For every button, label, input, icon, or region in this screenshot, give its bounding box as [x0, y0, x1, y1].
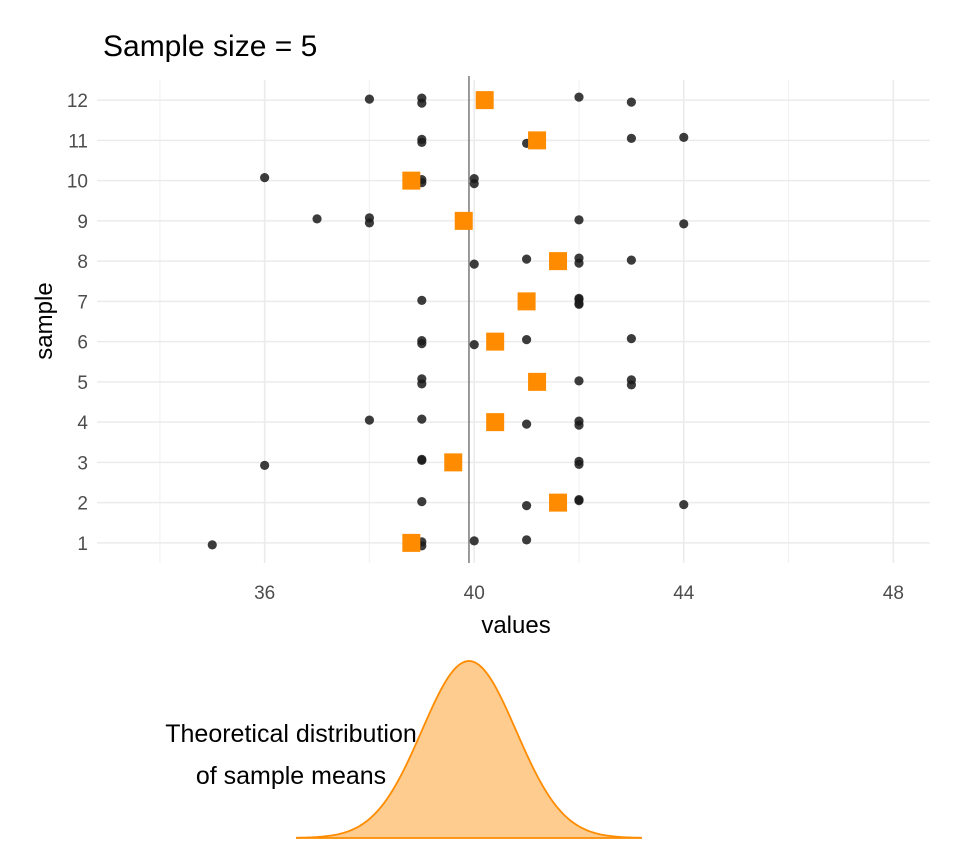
y-tick-label: 3	[77, 453, 88, 474]
sample-mean-marker	[528, 131, 547, 150]
y-tick-label: 6	[77, 333, 88, 354]
data-point	[574, 298, 584, 308]
x-tick-label: 48	[883, 583, 904, 604]
data-point	[417, 93, 427, 103]
grid	[97, 80, 930, 563]
y-tick-label: 11	[68, 131, 88, 152]
data-point	[312, 214, 322, 224]
data-point	[364, 415, 375, 425]
density-curve-group	[296, 660, 642, 839]
data-point	[469, 174, 479, 184]
data-point	[469, 340, 479, 350]
sample-mean-marker	[454, 211, 473, 230]
data-point	[679, 500, 689, 510]
y-tick-label: 4	[77, 413, 88, 434]
data-point	[574, 495, 584, 505]
x-tick-label: 44	[673, 583, 695, 604]
data-point	[417, 497, 427, 507]
data-point	[521, 501, 532, 511]
y-tick-label: 1	[77, 534, 88, 555]
sample-mean-marker	[528, 372, 547, 391]
data-point	[574, 92, 584, 102]
chart-title: Sample size = 5	[103, 30, 317, 63]
y-tick-label: 12	[67, 91, 88, 112]
data-point	[521, 535, 532, 545]
data-point	[574, 420, 584, 430]
data-point	[417, 295, 427, 305]
sample-mean-marker	[475, 91, 494, 110]
y-tick-label: 9	[77, 212, 88, 233]
data-point	[417, 454, 427, 464]
annotation-line-1: Theoretical distribution	[165, 720, 417, 748]
sample-mean-marker	[549, 252, 568, 271]
data-point	[469, 259, 479, 269]
data-point	[679, 132, 689, 142]
data-point	[417, 414, 427, 424]
y-tick-label: 7	[77, 292, 88, 313]
data-point	[364, 94, 375, 104]
sample-mean-marker	[402, 171, 421, 190]
y-axis-title: sample	[31, 282, 58, 359]
sample-mean-marker	[486, 413, 505, 432]
x-tick-labels: 36 40 44 48	[254, 583, 904, 604]
data-point	[679, 219, 689, 229]
data-point	[364, 218, 375, 228]
y-tick-label: 8	[77, 252, 88, 273]
density-area	[296, 661, 642, 838]
data-point	[574, 456, 584, 466]
data-point	[260, 460, 270, 470]
x-tick-label: 40	[464, 583, 485, 604]
density-curve	[296, 660, 642, 839]
data-point	[521, 254, 532, 264]
data-point	[626, 375, 636, 385]
sample-points	[207, 92, 689, 551]
data-point	[417, 336, 427, 346]
data-point	[626, 133, 636, 143]
sample-mean-marker	[517, 292, 536, 311]
data-point	[260, 173, 270, 183]
data-point	[417, 134, 427, 144]
data-point	[626, 255, 636, 265]
data-point	[626, 334, 636, 344]
y-tick-label: 5	[77, 373, 88, 394]
data-point	[469, 536, 479, 546]
sample-means	[402, 91, 568, 552]
sample-mean-marker	[549, 493, 568, 512]
annotation-line-2: of sample means	[196, 762, 386, 790]
data-point	[207, 540, 217, 550]
data-point	[417, 379, 427, 389]
data-point	[521, 335, 532, 345]
y-tick-label: 10	[67, 172, 88, 193]
data-point	[574, 215, 584, 225]
data-point	[521, 419, 532, 429]
y-tick-label: 2	[77, 494, 88, 515]
x-tick-label: 36	[254, 583, 275, 604]
sample-mean-marker	[402, 533, 421, 552]
x-axis-title: values	[481, 612, 550, 639]
sample-mean-marker	[444, 453, 463, 472]
sample-mean-marker	[486, 332, 505, 351]
data-point	[626, 97, 636, 107]
data-point	[574, 258, 584, 268]
data-point	[574, 376, 584, 386]
